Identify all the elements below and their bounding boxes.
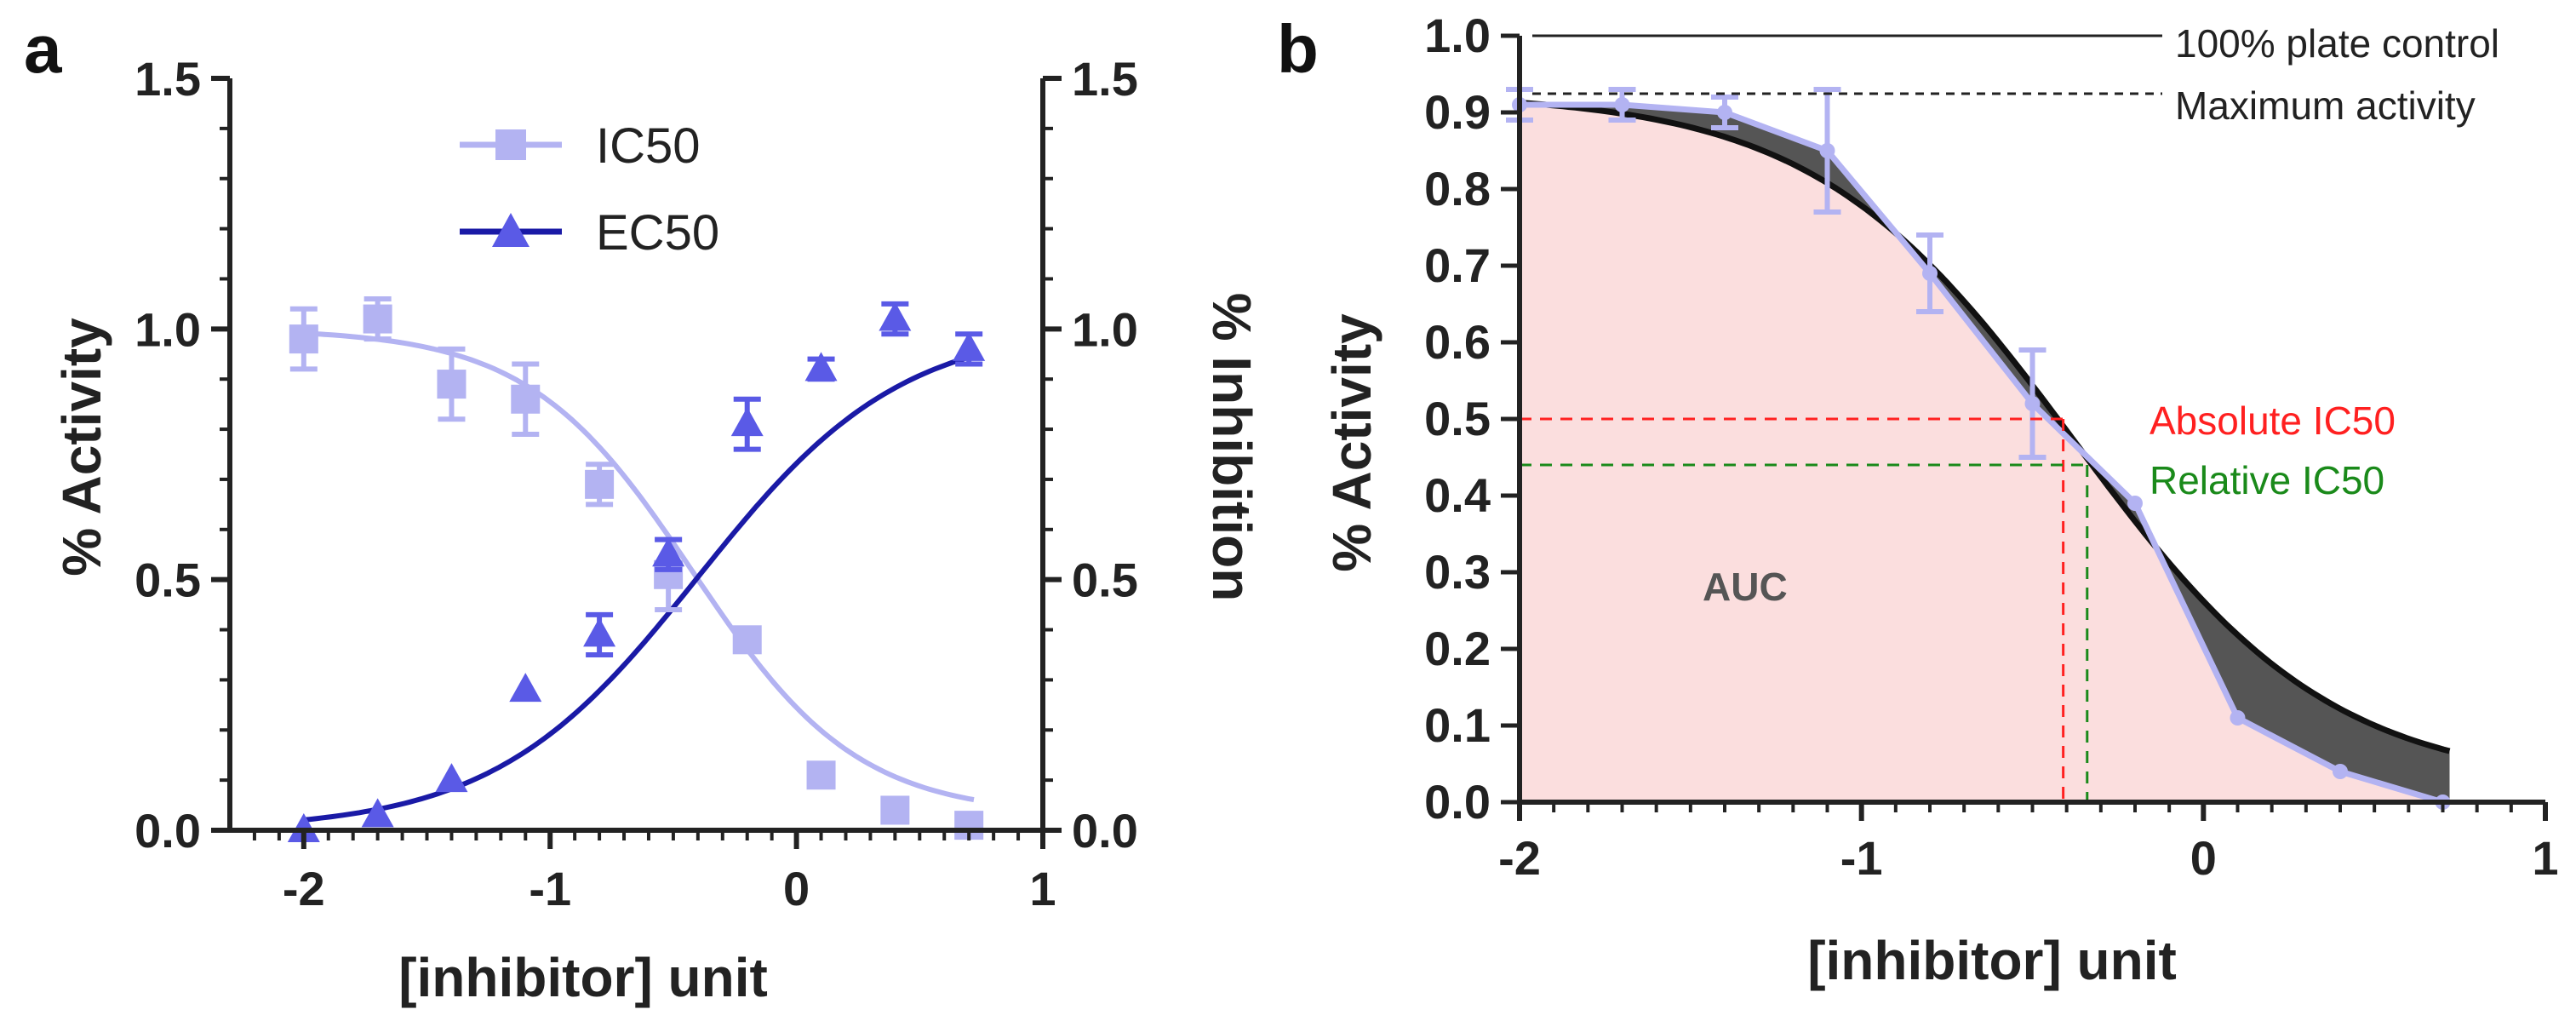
panel-a-ylabel-left: % Activity xyxy=(51,318,112,576)
ec50-fit-curve xyxy=(303,353,975,823)
panel-b-fills xyxy=(1520,102,2450,802)
panel-b-data-point xyxy=(1614,97,1630,112)
panel-b-ytick-label: 0.6 xyxy=(1424,315,1491,369)
panel-a-xlabel: [inhibitor] unit xyxy=(398,947,768,1008)
panel-a-ylabel-right: % Inhibition xyxy=(1201,293,1262,602)
panel-b-data-point xyxy=(2127,496,2143,511)
ic50-point xyxy=(511,384,541,414)
panel-a-ytick-label-left: 0.0 xyxy=(135,804,201,858)
panel-b-data-point xyxy=(1922,266,1938,281)
ic50-point xyxy=(806,760,836,790)
panel-a-series xyxy=(287,296,986,842)
panel-b-ytick-label: 0.5 xyxy=(1424,392,1491,445)
ec50-point xyxy=(953,331,986,361)
ref-label-max-activity: Maximum activity xyxy=(2175,83,2476,128)
panel-b-ytick-label: 0.3 xyxy=(1424,545,1491,599)
panel-b-label: b xyxy=(1277,11,1319,87)
ic50-point xyxy=(880,795,910,825)
panel-a-axes: 0.0 0.0 0.5 0.5 1.0 1.0 1.5 1.5 -2 -1 0 1 xyxy=(135,52,1138,915)
ref-label-plate-control: 100% plate control xyxy=(2175,21,2499,66)
ic50-point xyxy=(732,625,762,655)
panel-b: b 100% plate control Maximum activity Ab… xyxy=(1277,9,2559,991)
ic50-point xyxy=(437,370,467,399)
panel-b-xtick-label: -2 xyxy=(1498,831,1541,885)
auc-area xyxy=(1520,105,2443,802)
panel-a-ytick-label-right: 0.0 xyxy=(1072,804,1138,858)
panel-a: a 0.0 0.0 0.5 0.5 1.0 1.0 1.5 1.5 -2 -1 0 1 IC50 EC… xyxy=(24,11,1262,1008)
panel-a-xtick-label: -1 xyxy=(529,862,571,915)
legend-ic50-marker xyxy=(495,129,526,160)
panel-b-fit-curve xyxy=(1519,100,2451,754)
ec50-point xyxy=(804,352,838,381)
ic50-point xyxy=(585,469,615,499)
legend-ic50-label: IC50 xyxy=(596,118,701,174)
panel-a-legend: IC50 EC50 xyxy=(460,118,719,261)
ec50-point xyxy=(879,301,912,331)
panel-a-ytick-label-left: 1.0 xyxy=(135,302,201,356)
ic50-point xyxy=(289,324,318,354)
panel-b-xlabel: [inhibitor] unit xyxy=(1807,930,2177,991)
panel-b-ylabel: % Activity xyxy=(1321,313,1382,572)
panel-b-ytick-label: 1.0 xyxy=(1424,9,1491,62)
relative-ic50-label: Relative IC50 xyxy=(2150,458,2384,502)
panel-b-annotations: Absolute IC50 Relative IC50 AUC xyxy=(1520,399,2396,802)
panel-b-xtick-label: -1 xyxy=(1840,831,1883,885)
panel-a-ytick-label-right: 1.5 xyxy=(1072,52,1138,106)
auc-label: AUC xyxy=(1703,565,1788,609)
legend-ec50-marker xyxy=(492,213,530,247)
panel-a-xtick-label: 0 xyxy=(783,862,810,915)
panel-b-xtick-label: 0 xyxy=(2190,831,2217,885)
fit-data-difference-area xyxy=(1520,102,2450,802)
panel-b-data-point xyxy=(1717,105,1732,120)
panel-b-data-point xyxy=(2230,710,2246,726)
ec50-point xyxy=(509,673,542,703)
ec50-point xyxy=(583,617,616,647)
ic50-point xyxy=(363,304,392,334)
panel-a-ytick-label-left: 0.5 xyxy=(135,554,201,607)
panel-a-ytick-label-right: 0.5 xyxy=(1072,554,1138,607)
panel-a-ytick-label-right: 1.0 xyxy=(1072,302,1138,356)
panel-a-label: a xyxy=(24,11,62,87)
ec50-point xyxy=(652,537,685,567)
ec50-point xyxy=(730,407,764,437)
ic50-fit-curve xyxy=(303,330,975,803)
panel-b-data-line xyxy=(1520,101,2444,806)
ec50-point xyxy=(361,798,394,828)
panel-b-data-point xyxy=(2024,396,2041,411)
panel-a-ytick-label-left: 1.5 xyxy=(135,52,201,106)
panel-b-axes: 0.0 0.1 0.2 0.3 0.4 0.5 0.6 0.7 0.8 0.9 1.0 -2 -1 0 1 xyxy=(1424,9,2558,885)
panel-b-ytick-label: 0.4 xyxy=(1424,468,1491,522)
panel-b-ytick-label: 0.7 xyxy=(1424,238,1491,292)
panel-b-ytick-label: 0.8 xyxy=(1424,162,1491,215)
panel-b-data-point xyxy=(1819,143,1835,158)
panel-b-ytick-label: 0.9 xyxy=(1424,85,1491,139)
panel-b-ytick-label: 0.1 xyxy=(1424,698,1491,752)
panel-b-data-point xyxy=(2333,764,2348,779)
panel-b-ytick-label: 0.2 xyxy=(1424,622,1491,675)
legend-ec50-label: EC50 xyxy=(596,205,719,261)
panel-b-reference-lines: 100% plate control Maximum activity xyxy=(1532,21,2499,128)
panel-b-ytick-label: 0.0 xyxy=(1424,775,1491,829)
panel-a-xtick-label: -2 xyxy=(283,862,325,915)
ec50-point xyxy=(435,763,468,793)
panel-b-xtick-label: 1 xyxy=(2532,831,2558,885)
absolute-ic50-label: Absolute IC50 xyxy=(2150,399,2396,443)
panel-a-xtick-label: 1 xyxy=(1029,862,1056,915)
